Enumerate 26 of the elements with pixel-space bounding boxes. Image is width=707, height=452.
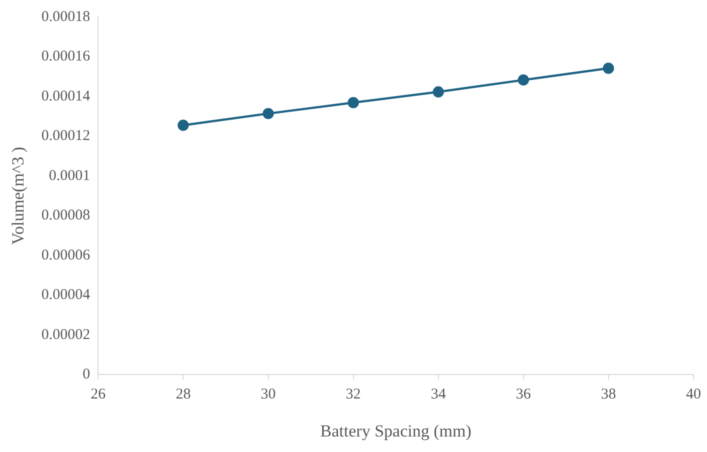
y-tick-label: 0.00004	[41, 287, 91, 304]
point	[262, 108, 274, 120]
point	[178, 120, 189, 131]
y-tick-label: 0.00006	[41, 247, 91, 264]
y-tick-label: 0.00008	[41, 208, 90, 224]
y-tick-label: 0.00018	[41, 8, 90, 25]
x-tick-label: 28	[176, 386, 191, 403]
y-tick-label: 0.0001	[48, 168, 90, 184]
point	[348, 97, 359, 108]
x-tick-label: 40	[686, 386, 701, 403]
y-tick-label: 0.00002	[41, 326, 90, 343]
y-tick-label: 0.00014	[41, 88, 91, 104]
y-tick-label: 0.00012	[41, 128, 90, 144]
y-axis-title: Volume(m^3 )	[8, 146, 28, 245]
point	[518, 74, 529, 86]
x-axis-title: Battery Spacing (mm)	[320, 421, 472, 440]
point	[602, 62, 614, 74]
y-tick-label: 0.00016	[41, 48, 91, 65]
x-tick-label: 38	[600, 386, 616, 403]
x-tick-label: 32	[346, 386, 361, 403]
x-tick-label: 36	[516, 386, 532, 403]
point	[432, 86, 444, 98]
y-tick-label: 0	[82, 366, 90, 383]
x-tick-label: 34	[430, 386, 446, 403]
x-tick-label: 26	[90, 386, 106, 403]
x-tick-label: 30	[260, 386, 276, 403]
